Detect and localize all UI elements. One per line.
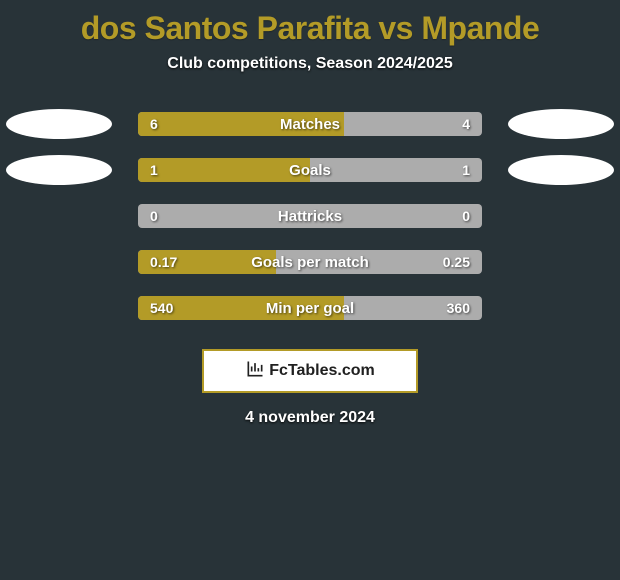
stat-row: 6Matches4 [0, 101, 620, 147]
player-left-marker [6, 109, 112, 139]
stat-bar: 0.17Goals per match0.25 [138, 250, 482, 274]
stat-row: 1Goals1 [0, 147, 620, 193]
stat-row: 0Hattricks0 [0, 193, 620, 239]
stat-value-right: 360 [447, 296, 470, 320]
stat-bar: 6Matches4 [138, 112, 482, 136]
stat-bar: 540Min per goal360 [138, 296, 482, 320]
page-subtitle: Club competitions, Season 2024/2025 [0, 55, 620, 73]
stat-label: Hattricks [138, 204, 482, 228]
player-right-marker [508, 155, 614, 185]
stat-value-right: 1 [462, 158, 470, 182]
chart-icon [245, 359, 265, 384]
stat-bar: 0Hattricks0 [138, 204, 482, 228]
stat-row: 540Min per goal360 [0, 285, 620, 331]
date-text: 4 november 2024 [0, 409, 620, 427]
stat-value-right: 0 [462, 204, 470, 228]
stat-label: Matches [138, 112, 482, 136]
brand-box[interactable]: FcTables.com [202, 349, 418, 393]
stat-rows: 6Matches4 1Goals1 0Hattricks0 0.17Goals per… [0, 101, 620, 331]
stat-value-right: 0.25 [443, 250, 470, 274]
stat-label: Min per goal [138, 296, 482, 320]
stat-label: Goals per match [138, 250, 482, 274]
stat-row: 0.17Goals per match0.25 [0, 239, 620, 285]
stat-label: Goals [138, 158, 482, 182]
player-right-marker [508, 109, 614, 139]
stat-value-right: 4 [462, 112, 470, 136]
page-title: dos Santos Parafita vs Mpande [0, 0, 620, 55]
comparison-widget: dos Santos Parafita vs Mpande Club compe… [0, 0, 620, 580]
brand-text: FcTables.com [269, 362, 375, 380]
player-left-marker [6, 155, 112, 185]
stat-bar: 1Goals1 [138, 158, 482, 182]
